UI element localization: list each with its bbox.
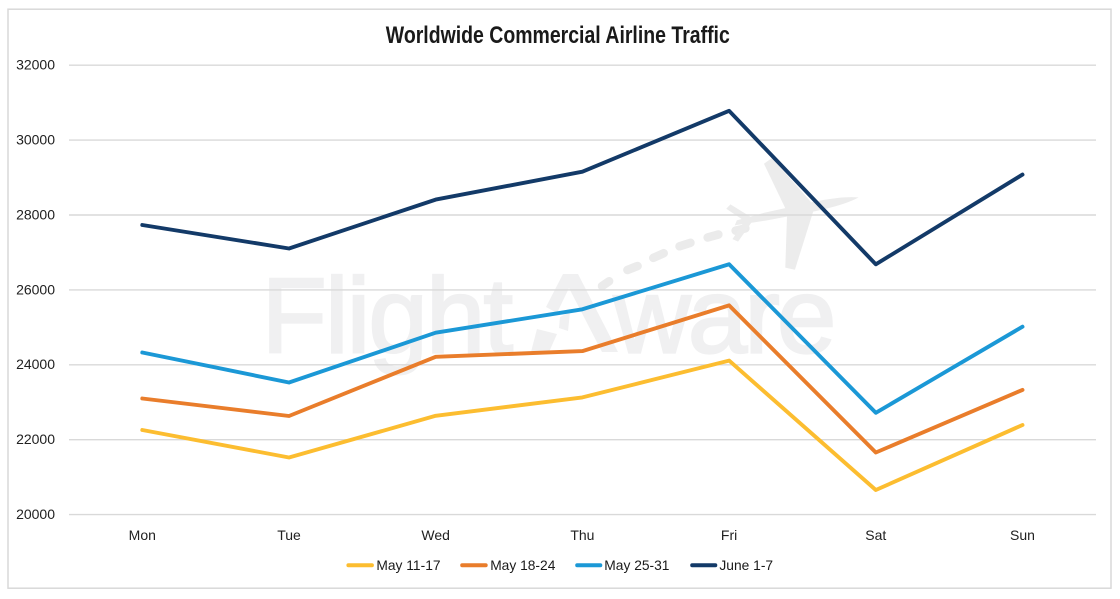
svg-text:20000: 20000 xyxy=(16,506,55,522)
svg-text:Worldwide Commercial Airline T: Worldwide Commercial Airline Traffic xyxy=(386,22,730,49)
svg-text:Thu: Thu xyxy=(570,527,594,543)
svg-text:22000: 22000 xyxy=(16,431,55,447)
svg-text:ware: ware xyxy=(613,256,834,376)
svg-text:Sun: Sun xyxy=(1010,527,1035,543)
svg-text:Fri: Fri xyxy=(721,527,737,543)
svg-text:Mon: Mon xyxy=(129,527,156,543)
svg-text:Tue: Tue xyxy=(277,527,301,543)
svg-text:Flight: Flight xyxy=(262,256,513,376)
svg-text:May 18-24: May 18-24 xyxy=(490,558,556,573)
svg-text:28000: 28000 xyxy=(16,206,55,222)
svg-text:32000: 32000 xyxy=(16,57,55,73)
svg-text:30000: 30000 xyxy=(16,132,55,148)
svg-text:26000: 26000 xyxy=(16,281,55,297)
svg-text:May 11-17: May 11-17 xyxy=(376,558,440,573)
svg-text:June 1-7: June 1-7 xyxy=(719,558,773,573)
svg-text:Sat: Sat xyxy=(865,527,886,543)
svg-text:24000: 24000 xyxy=(16,356,55,372)
svg-text:May 25-31: May 25-31 xyxy=(604,558,669,573)
svg-text:Wed: Wed xyxy=(421,527,450,543)
